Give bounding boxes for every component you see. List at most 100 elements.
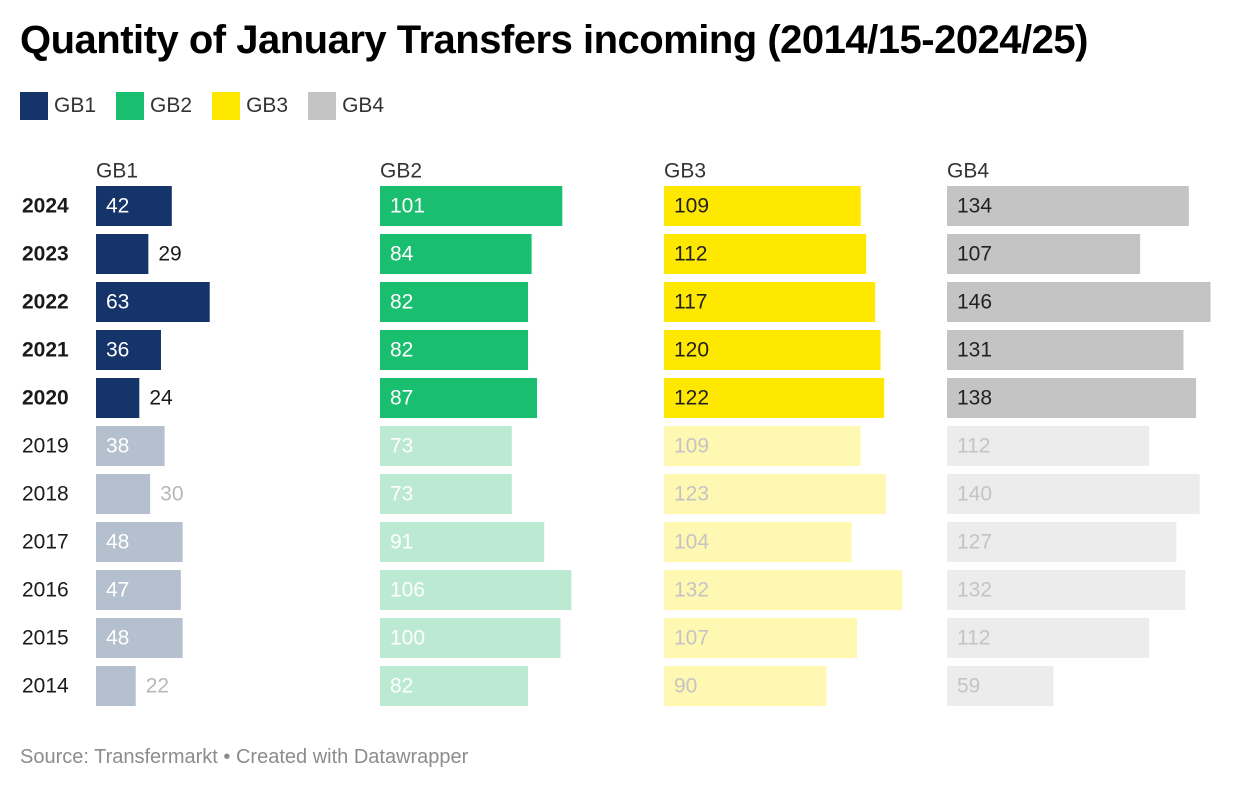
bar-gb4-2018: [947, 474, 1200, 514]
bar-gb2-2024: [380, 186, 563, 226]
value-label-gb1-2022: 63: [106, 291, 129, 314]
bar-gb1-2014: [96, 666, 136, 706]
bar-gb3-2017: [664, 522, 852, 562]
value-label-gb4-2019: 112: [957, 435, 990, 458]
bar-gb2-2017: [380, 522, 545, 562]
legend-label-gb2: GB2: [150, 94, 193, 117]
bar-gb4-2016: [947, 570, 1186, 610]
bar-gb1-2015: [96, 618, 183, 658]
row-label-2023: 2023: [22, 243, 69, 266]
bar-gb1-2021: [96, 330, 161, 370]
bar-gb3-2018: [664, 474, 887, 514]
legend-label-gb3: GB3: [246, 94, 289, 117]
bar-gb4-2015: [947, 618, 1150, 658]
value-label-gb3-2018: 123: [674, 483, 709, 506]
credit-note: Created with Datawrapper: [235, 746, 469, 768]
legend-item-gb2: GB2: [116, 92, 192, 120]
bar-gb4-2017: [947, 522, 1177, 562]
row-label-2016: 2016: [22, 579, 69, 602]
bar-gb4-2014: [947, 666, 1054, 706]
bar-gb4-2022: [947, 282, 1211, 322]
bar-gb4-2024: [947, 186, 1189, 226]
value-label-gb1-2021: 36: [106, 339, 129, 362]
chart-title: Quantity of January Transfers incoming (…: [20, 18, 1088, 62]
value-label-gb3-2022: 117: [674, 291, 707, 314]
legend-swatch-gb3: [212, 92, 241, 120]
value-label-gb3-2024: 109: [674, 195, 709, 218]
bar-chart: 2024 2023 2022 2021 2020 2019 2018 2017 2016 2015…: [22, 160, 1211, 706]
bar-gb1-2020: [96, 378, 140, 418]
value-label-gb2-2024: 101: [390, 195, 425, 218]
value-label-gb3-2016: 132: [674, 579, 709, 602]
value-label-gb1-2023: 29: [158, 243, 181, 266]
legend-item-gb3: GB3: [212, 92, 288, 120]
row-label-2015: 2015: [22, 627, 69, 650]
value-label-gb4-2018: 140: [957, 483, 992, 506]
column-header-gb4: GB4: [947, 160, 989, 183]
value-label-gb2-2015: 100: [390, 627, 425, 650]
value-label-gb3-2021: 120: [674, 339, 709, 362]
value-label-gb3-2017: 104: [674, 531, 709, 554]
row-label-2024: 2024: [22, 195, 69, 218]
bar-gb1-2023: [96, 234, 149, 274]
bar-gb3-2015: [664, 618, 858, 658]
footer-separator: •: [223, 746, 231, 768]
bar-gb2-2019: [380, 426, 512, 466]
bar-gb2-2023: [380, 234, 532, 274]
value-label-gb2-2019: 73: [390, 435, 413, 458]
value-label-gb4-2016: 132: [957, 579, 992, 602]
bar-gb3-2023: [664, 234, 867, 274]
value-label-gb2-2018: 73: [390, 483, 413, 506]
bar-gb3-2020: [664, 378, 885, 418]
value-label-gb4-2014: 59: [957, 675, 980, 698]
value-label-gb3-2014: 90: [674, 675, 697, 698]
source-note: Source: Transfermarkt: [20, 746, 218, 768]
bar-gb1-2018: [96, 474, 151, 514]
value-label-gb4-2015: 112: [957, 627, 990, 650]
bar-gb2-2022: [380, 282, 529, 322]
row-label-2021: 2021: [22, 339, 69, 362]
value-label-gb1-2017: 48: [106, 531, 129, 554]
bar-gb1-2022: [96, 282, 210, 322]
bar-gb2-2018: [380, 474, 512, 514]
bar-gb3-2014: [664, 666, 827, 706]
bar-gb4-2019: [947, 426, 1150, 466]
bar-gb4-2020: [947, 378, 1197, 418]
value-label-gb4-2020: 138: [957, 387, 992, 410]
bar-gb2-2021: [380, 330, 529, 370]
value-label-gb2-2016: 106: [390, 579, 425, 602]
row-label-2020: 2020: [22, 387, 69, 410]
value-label-gb3-2023: 112: [674, 243, 707, 266]
value-label-gb1-2019: 38: [106, 435, 129, 458]
value-label-gb4-2022: 146: [957, 291, 992, 314]
value-label-gb2-2021: 82: [390, 339, 413, 362]
bar-gb1-2024: [96, 186, 172, 226]
value-label-gb2-2020: 87: [390, 387, 413, 410]
value-label-gb1-2024: 42: [106, 195, 129, 218]
row-label-2022: 2022: [22, 291, 69, 314]
legend-swatch-gb4: [308, 92, 337, 120]
legend-label-gb4: GB4: [342, 94, 385, 117]
value-label-gb2-2014: 82: [390, 675, 413, 698]
bar-gb4-2023: [947, 234, 1141, 274]
value-label-gb2-2022: 82: [390, 291, 413, 314]
value-label-gb4-2017: 127: [957, 531, 992, 554]
value-label-gb4-2021: 131: [957, 339, 992, 362]
value-label-gb3-2019: 109: [674, 435, 709, 458]
value-label-gb2-2017: 91: [390, 531, 413, 554]
bar-gb3-2022: [664, 282, 876, 322]
value-label-gb4-2024: 134: [957, 195, 992, 218]
row-label-2019: 2019: [22, 435, 69, 458]
value-label-gb1-2015: 48: [106, 627, 129, 650]
row-label-2017: 2017: [22, 531, 69, 554]
legend-label-gb1: GB1: [54, 94, 97, 117]
bar-gb2-2015: [380, 618, 561, 658]
bar-gb1-2017: [96, 522, 183, 562]
legend-swatch-gb2: [116, 92, 145, 120]
value-label-gb3-2015: 107: [674, 627, 709, 650]
bar-gb3-2016: [664, 570, 903, 610]
bar-gb1-2016: [96, 570, 181, 610]
row-label-2018: 2018: [22, 483, 69, 506]
bar-gb2-2014: [380, 666, 529, 706]
legend-item-gb4: GB4: [308, 92, 384, 120]
